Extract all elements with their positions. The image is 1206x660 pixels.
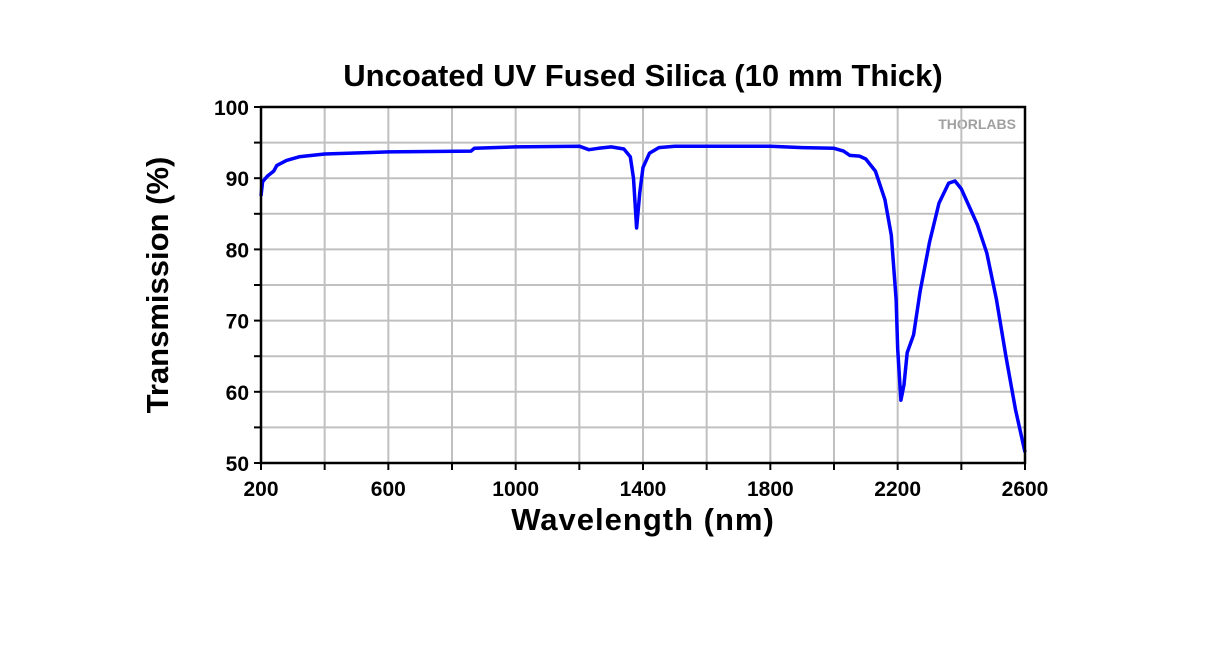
y-tick-label: 60	[226, 382, 249, 405]
series	[259, 144, 1027, 453]
x-tick-label: 2200	[874, 478, 921, 501]
y-tick-label: 100	[214, 97, 249, 120]
x-tick-label: 2600	[1002, 478, 1049, 501]
transmission-line	[259, 144, 1027, 453]
y-tick-label: 50	[226, 453, 249, 476]
y-tick-label: 90	[226, 168, 249, 191]
watermark-logo: THORLABS	[938, 116, 1016, 132]
x-tick-label: 1000	[492, 478, 539, 501]
x-tick-label: 200	[243, 478, 278, 501]
chart-title: Uncoated UV Fused Silica (10 mm Thick)	[343, 58, 943, 93]
ticks: 200 600 1000 1400 1800 2200 2600 50 60 70 80 90 100	[214, 97, 1048, 501]
plot-frame	[259, 105, 1027, 465]
y-tick-label: 70	[226, 311, 249, 334]
x-axis-label: Wavelength (nm)	[511, 502, 775, 537]
x-tick-label: 1400	[620, 478, 667, 501]
x-tick-label: 600	[371, 478, 406, 501]
x-tick-label: 1800	[747, 478, 794, 501]
y-axis-label: Transmission (%)	[140, 157, 175, 414]
grid	[261, 107, 1025, 463]
y-tick-label: 80	[226, 239, 249, 262]
